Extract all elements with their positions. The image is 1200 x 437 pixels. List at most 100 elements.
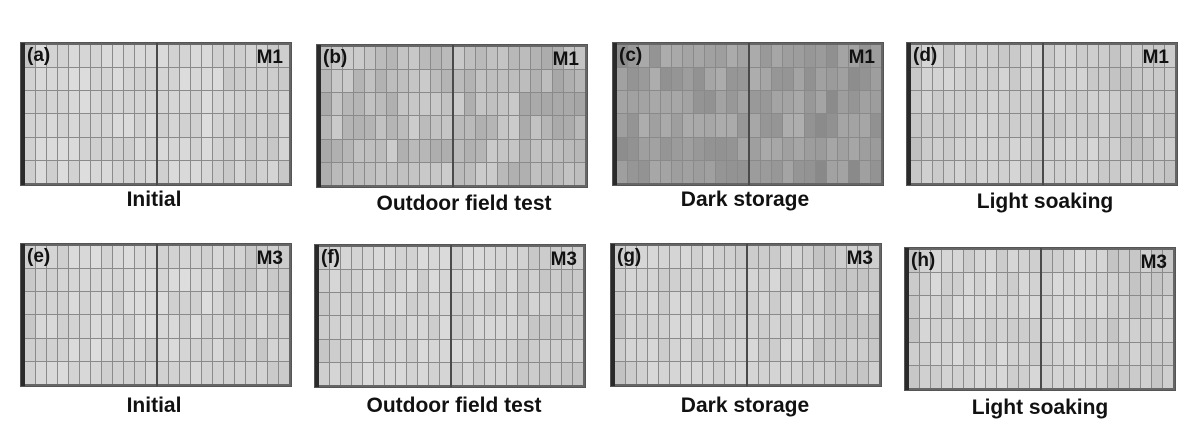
solar-cell	[223, 91, 234, 114]
solar-cell	[1120, 137, 1131, 160]
solar-cell	[1032, 160, 1043, 183]
solar-cell	[168, 292, 179, 315]
solar-cell	[319, 247, 330, 270]
solar-cell	[760, 114, 771, 137]
solar-cell	[1164, 45, 1175, 68]
solar-cell	[920, 250, 931, 273]
solar-cell	[988, 160, 999, 183]
solar-cell	[1118, 273, 1129, 296]
caption-a: Initial	[126, 188, 182, 211]
solar-cell	[475, 139, 486, 162]
solar-cell	[47, 137, 58, 160]
solar-cell	[451, 293, 462, 316]
solar-cell	[966, 45, 977, 68]
solar-cell	[157, 315, 168, 338]
solar-cell	[837, 137, 848, 160]
solar-cell	[319, 339, 330, 362]
solar-cell	[1142, 68, 1153, 91]
solar-cell	[146, 269, 157, 292]
solar-cell	[484, 293, 495, 316]
frame-edge	[21, 244, 25, 386]
solar-cell	[278, 68, 289, 91]
solar-cell	[278, 137, 289, 160]
solar-cell	[791, 292, 802, 315]
solar-cell	[670, 338, 681, 361]
solar-cell	[931, 365, 942, 388]
solar-cell	[975, 342, 986, 365]
solar-cell	[1085, 365, 1096, 388]
solar-cell	[1085, 296, 1096, 319]
solar-cell	[1087, 160, 1098, 183]
solar-cell	[920, 365, 931, 388]
solar-cell	[135, 137, 146, 160]
solar-cell	[964, 250, 975, 273]
solar-cell	[168, 338, 179, 361]
solar-cell	[234, 160, 245, 183]
solar-cell	[716, 68, 727, 91]
solar-cell	[672, 68, 683, 91]
solar-cell	[738, 68, 749, 91]
solar-cell	[245, 137, 256, 160]
solar-cell	[102, 45, 113, 68]
solar-cell	[530, 139, 541, 162]
solar-cell	[552, 162, 563, 185]
solar-cell	[725, 315, 736, 338]
solar-cell	[909, 365, 920, 388]
solar-cell	[190, 246, 201, 269]
solar-cell	[146, 91, 157, 114]
solar-cell	[464, 47, 475, 70]
solar-cell	[201, 246, 212, 269]
solar-cell	[1087, 91, 1098, 114]
solar-cell	[135, 292, 146, 315]
solar-cell	[431, 93, 442, 116]
solar-cell	[650, 68, 661, 91]
solar-cell	[376, 47, 387, 70]
solar-cell	[473, 247, 484, 270]
solar-cell	[964, 365, 975, 388]
solar-cell	[648, 315, 659, 338]
solar-cell	[495, 362, 506, 385]
solar-cell	[552, 93, 563, 116]
solar-cell	[91, 246, 102, 269]
solar-cell	[135, 68, 146, 91]
solar-cell	[931, 250, 942, 273]
solar-cell	[223, 338, 234, 361]
solar-cell	[385, 293, 396, 316]
solar-cell	[703, 246, 714, 269]
solar-cell	[113, 68, 124, 91]
solar-cell	[256, 292, 267, 315]
solar-cell	[146, 160, 157, 183]
solar-cell	[771, 45, 782, 68]
solar-cell	[363, 293, 374, 316]
solar-cell	[793, 160, 804, 183]
solar-cell	[736, 246, 747, 269]
el-image-c: (c) M1	[612, 42, 884, 186]
solar-cell	[157, 137, 168, 160]
solar-cell	[870, 45, 881, 68]
solar-cell	[341, 247, 352, 270]
solar-cell	[703, 269, 714, 292]
solar-cell	[484, 339, 495, 362]
solar-cell	[102, 114, 113, 137]
solar-cell	[385, 247, 396, 270]
solar-cell	[36, 246, 47, 269]
solar-cell	[574, 93, 585, 116]
caption-b: Outdoor field test	[376, 192, 552, 215]
solar-cell	[387, 139, 398, 162]
solar-cell	[442, 139, 453, 162]
solar-cell	[639, 114, 650, 137]
solar-cell	[69, 269, 80, 292]
solar-cell	[672, 160, 683, 183]
solar-cell	[1131, 137, 1142, 160]
solar-cell	[36, 160, 47, 183]
solar-cell	[758, 292, 769, 315]
solar-cell	[966, 137, 977, 160]
solar-cell	[212, 114, 223, 137]
solar-cell	[25, 114, 36, 137]
solar-cell	[1118, 365, 1129, 388]
solar-cell	[256, 114, 267, 137]
solar-cell	[47, 269, 58, 292]
solar-cell	[190, 114, 201, 137]
solar-cell	[234, 137, 245, 160]
solar-cell	[964, 319, 975, 342]
